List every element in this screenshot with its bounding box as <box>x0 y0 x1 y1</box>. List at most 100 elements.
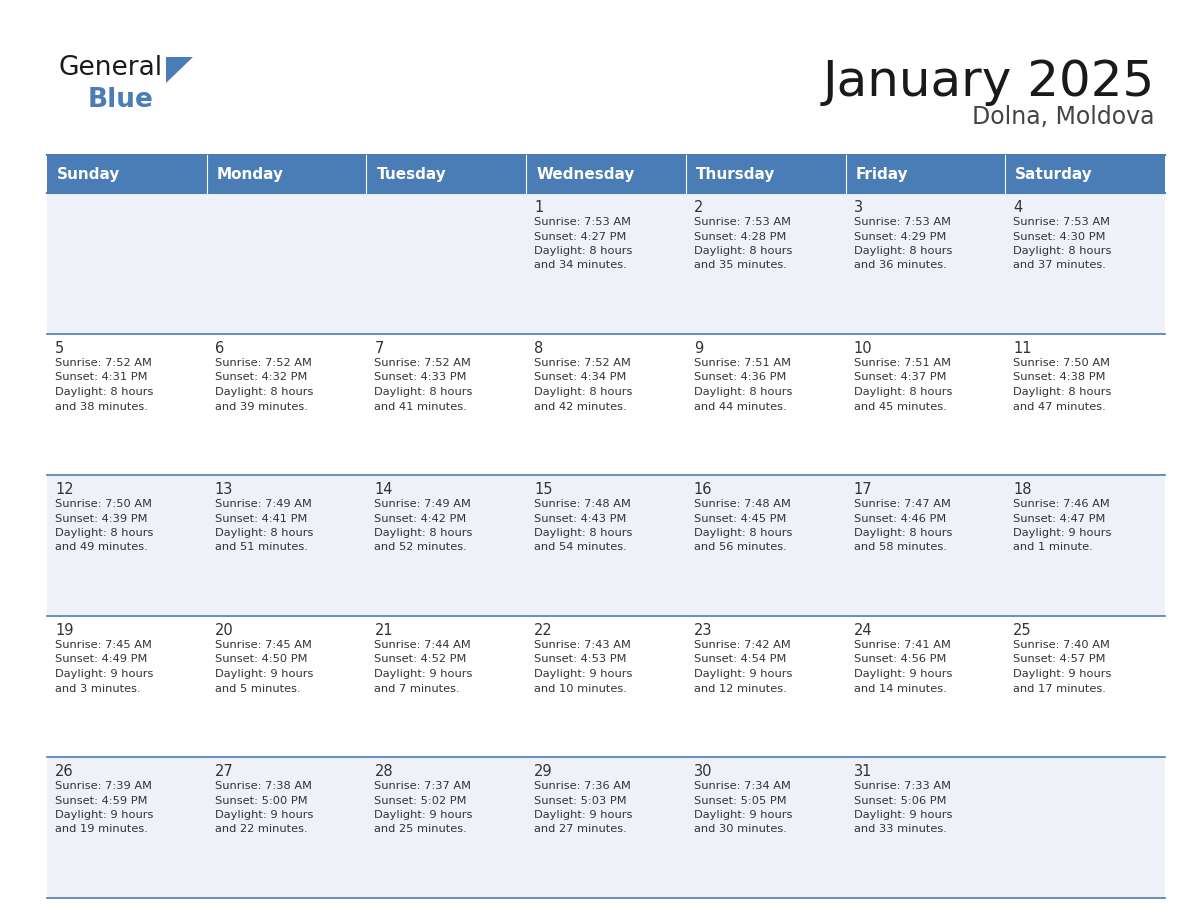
Text: 7: 7 <box>374 341 384 356</box>
Text: Sunset: 5:06 PM: Sunset: 5:06 PM <box>853 796 946 805</box>
Text: and 3 minutes.: and 3 minutes. <box>55 684 140 693</box>
Text: Daylight: 9 hours: Daylight: 9 hours <box>215 810 314 820</box>
Text: Daylight: 8 hours: Daylight: 8 hours <box>1013 387 1112 397</box>
Text: Sunset: 4:36 PM: Sunset: 4:36 PM <box>694 373 786 383</box>
Text: Thursday: Thursday <box>696 166 776 182</box>
Text: 4: 4 <box>1013 200 1023 215</box>
Text: and 51 minutes.: and 51 minutes. <box>215 543 308 553</box>
Text: Sunrise: 7:33 AM: Sunrise: 7:33 AM <box>853 781 950 791</box>
Text: Sunrise: 7:44 AM: Sunrise: 7:44 AM <box>374 640 472 650</box>
Bar <box>207 334 366 475</box>
Bar <box>846 616 1005 757</box>
Text: Friday: Friday <box>855 166 908 182</box>
Text: Sunset: 5:02 PM: Sunset: 5:02 PM <box>374 796 467 805</box>
Text: 3: 3 <box>853 200 862 215</box>
Bar <box>846 155 1005 193</box>
Polygon shape <box>166 57 192 83</box>
Text: Sunrise: 7:50 AM: Sunrise: 7:50 AM <box>1013 358 1111 368</box>
Text: Daylight: 9 hours: Daylight: 9 hours <box>694 669 792 679</box>
Text: Sunset: 4:39 PM: Sunset: 4:39 PM <box>55 513 147 523</box>
Text: Sunrise: 7:40 AM: Sunrise: 7:40 AM <box>1013 640 1110 650</box>
Text: Wednesday: Wednesday <box>536 166 634 182</box>
Text: and 38 minutes.: and 38 minutes. <box>55 401 147 411</box>
Text: Sunrise: 7:43 AM: Sunrise: 7:43 AM <box>535 640 631 650</box>
Text: Daylight: 9 hours: Daylight: 9 hours <box>853 810 952 820</box>
Text: Sunset: 4:52 PM: Sunset: 4:52 PM <box>374 655 467 665</box>
Text: Sunset: 4:34 PM: Sunset: 4:34 PM <box>535 373 626 383</box>
Text: Sunrise: 7:42 AM: Sunrise: 7:42 AM <box>694 640 790 650</box>
Text: Sunrise: 7:48 AM: Sunrise: 7:48 AM <box>694 499 791 509</box>
Text: Tuesday: Tuesday <box>377 166 447 182</box>
Text: 24: 24 <box>853 623 872 638</box>
Bar <box>846 757 1005 898</box>
Text: Daylight: 9 hours: Daylight: 9 hours <box>374 669 473 679</box>
Text: Sunrise: 7:37 AM: Sunrise: 7:37 AM <box>374 781 472 791</box>
Text: Sunset: 4:54 PM: Sunset: 4:54 PM <box>694 655 786 665</box>
Text: Sunset: 5:00 PM: Sunset: 5:00 PM <box>215 796 308 805</box>
Text: 22: 22 <box>535 623 552 638</box>
Text: and 45 minutes.: and 45 minutes. <box>853 401 947 411</box>
Bar <box>48 757 207 898</box>
Text: 16: 16 <box>694 482 713 497</box>
Bar <box>1005 616 1165 757</box>
Text: and 12 minutes.: and 12 minutes. <box>694 684 786 693</box>
Bar <box>685 475 846 616</box>
Text: Sunrise: 7:38 AM: Sunrise: 7:38 AM <box>215 781 311 791</box>
Text: and 5 minutes.: and 5 minutes. <box>215 684 301 693</box>
Text: Daylight: 9 hours: Daylight: 9 hours <box>694 810 792 820</box>
Text: 11: 11 <box>1013 341 1032 356</box>
Text: 31: 31 <box>853 764 872 779</box>
Text: 9: 9 <box>694 341 703 356</box>
Text: Daylight: 8 hours: Daylight: 8 hours <box>215 387 314 397</box>
Bar <box>48 334 207 475</box>
Text: 19: 19 <box>55 623 74 638</box>
Text: Sunset: 4:32 PM: Sunset: 4:32 PM <box>215 373 307 383</box>
Bar <box>366 334 526 475</box>
Text: 27: 27 <box>215 764 234 779</box>
Text: and 54 minutes.: and 54 minutes. <box>535 543 627 553</box>
Text: Daylight: 8 hours: Daylight: 8 hours <box>535 387 632 397</box>
Text: and 52 minutes.: and 52 minutes. <box>374 543 467 553</box>
Text: and 56 minutes.: and 56 minutes. <box>694 543 786 553</box>
Bar <box>526 334 685 475</box>
Text: Sunset: 4:56 PM: Sunset: 4:56 PM <box>853 655 946 665</box>
Bar <box>526 616 685 757</box>
Text: Sunrise: 7:49 AM: Sunrise: 7:49 AM <box>374 499 472 509</box>
Text: Sunset: 4:28 PM: Sunset: 4:28 PM <box>694 231 786 241</box>
Text: Sunset: 4:59 PM: Sunset: 4:59 PM <box>55 796 147 805</box>
Text: Daylight: 9 hours: Daylight: 9 hours <box>215 669 314 679</box>
Text: Sunset: 5:05 PM: Sunset: 5:05 PM <box>694 796 786 805</box>
Text: Sunset: 4:30 PM: Sunset: 4:30 PM <box>1013 231 1106 241</box>
Bar <box>207 757 366 898</box>
Text: and 36 minutes.: and 36 minutes. <box>853 261 947 271</box>
Text: and 41 minutes.: and 41 minutes. <box>374 401 467 411</box>
Bar <box>48 155 207 193</box>
Text: January 2025: January 2025 <box>823 58 1155 106</box>
Text: Sunrise: 7:47 AM: Sunrise: 7:47 AM <box>853 499 950 509</box>
Text: Sunset: 4:53 PM: Sunset: 4:53 PM <box>535 655 626 665</box>
Text: Daylight: 8 hours: Daylight: 8 hours <box>694 246 792 256</box>
Bar <box>685 155 846 193</box>
Text: Sunday: Sunday <box>57 166 120 182</box>
Bar <box>685 616 846 757</box>
Text: Daylight: 8 hours: Daylight: 8 hours <box>853 528 952 538</box>
Bar <box>846 475 1005 616</box>
Bar <box>685 757 846 898</box>
Text: Daylight: 8 hours: Daylight: 8 hours <box>374 528 473 538</box>
Text: and 47 minutes.: and 47 minutes. <box>1013 401 1106 411</box>
Text: Sunset: 4:57 PM: Sunset: 4:57 PM <box>1013 655 1106 665</box>
Text: and 1 minute.: and 1 minute. <box>1013 543 1093 553</box>
Text: Sunrise: 7:41 AM: Sunrise: 7:41 AM <box>853 640 950 650</box>
Text: 21: 21 <box>374 623 393 638</box>
Bar <box>366 475 526 616</box>
Text: and 37 minutes.: and 37 minutes. <box>1013 261 1106 271</box>
Bar <box>1005 334 1165 475</box>
Text: and 58 minutes.: and 58 minutes. <box>853 543 947 553</box>
Text: and 14 minutes.: and 14 minutes. <box>853 684 947 693</box>
Text: Daylight: 8 hours: Daylight: 8 hours <box>374 387 473 397</box>
Text: and 27 minutes.: and 27 minutes. <box>535 824 627 834</box>
Text: Daylight: 9 hours: Daylight: 9 hours <box>55 669 153 679</box>
Text: Sunset: 4:47 PM: Sunset: 4:47 PM <box>1013 513 1106 523</box>
Text: Daylight: 9 hours: Daylight: 9 hours <box>853 669 952 679</box>
Bar <box>526 475 685 616</box>
